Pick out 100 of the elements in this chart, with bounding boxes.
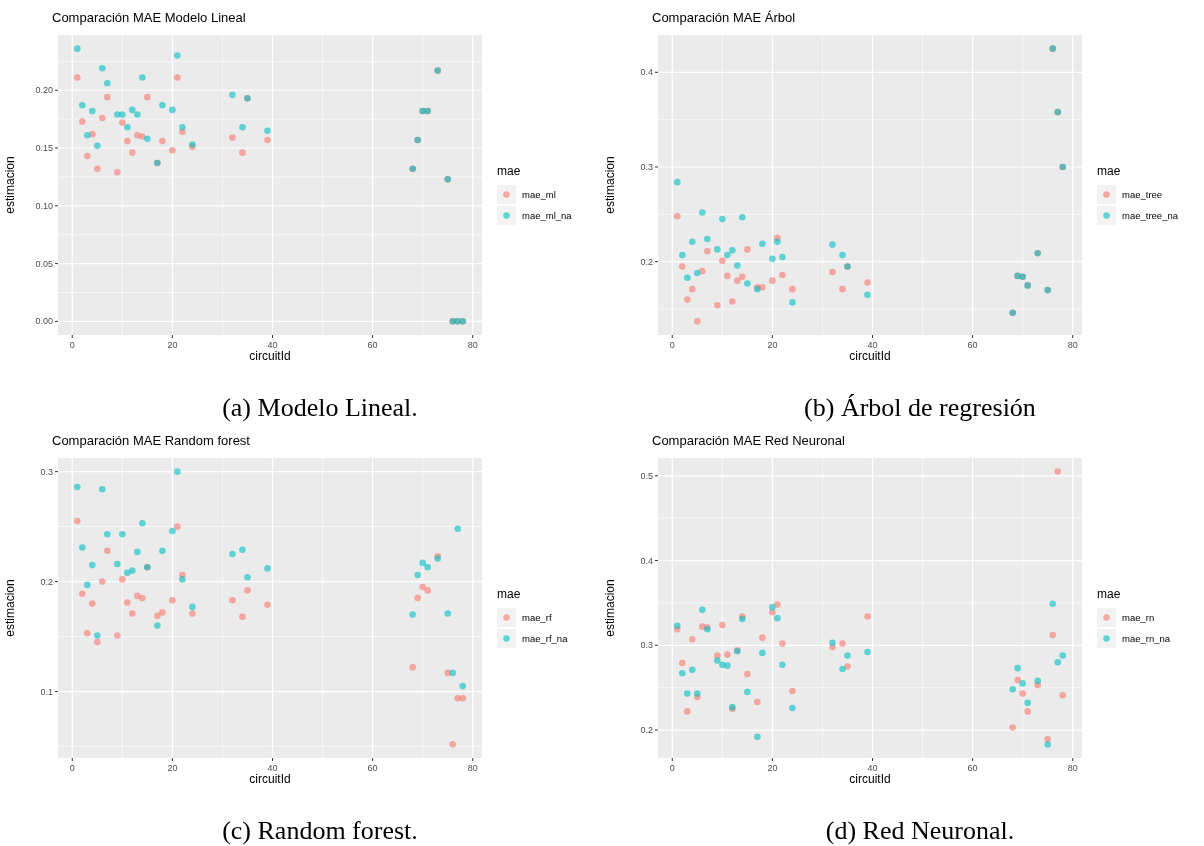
point [419,583,426,591]
point [139,594,146,602]
y-tick-label: 0.5 [640,470,653,481]
point [1014,676,1021,684]
point [724,651,731,658]
point [744,670,751,678]
point [139,520,146,527]
point [73,517,81,525]
point [229,550,236,558]
point [169,147,176,154]
point [1059,691,1067,699]
point [694,690,701,697]
point [759,283,766,291]
point [699,623,706,630]
point [174,468,181,475]
y-tick-label: 0.2 [40,576,53,587]
legend-title: mae [1097,164,1121,178]
x-tick-label: 80 [467,340,478,350]
point [678,251,686,259]
point [1024,708,1031,715]
point [714,301,721,309]
point [724,272,731,280]
legend-label: mae_rn [1122,611,1155,623]
y-tick-label: 0.3 [40,466,53,477]
x-tick-label: 20 [767,763,778,773]
y-tick-label: 0.3 [640,640,653,651]
point [719,621,726,629]
point [739,213,746,221]
y-tick-label: 0.1 [40,686,53,697]
point [239,546,246,554]
point [683,274,691,282]
point [779,253,786,261]
point [104,531,111,538]
point [174,523,181,530]
point [744,246,751,253]
point [119,111,126,118]
point [683,708,691,715]
point [678,669,686,677]
point [159,137,166,145]
point [159,101,166,109]
point [129,106,136,114]
y-tick-label: 0.2 [640,725,653,735]
point [769,255,776,263]
point [719,257,726,265]
point [144,135,151,143]
point [734,277,741,284]
x-axis-title: circuitId [249,772,291,786]
point [229,597,236,604]
x-axis-title: circuitId [849,349,891,363]
point [114,560,121,568]
point [264,127,271,134]
point [774,238,781,246]
point [139,74,146,81]
point [789,285,796,293]
point [119,531,126,538]
point [99,485,106,493]
point [124,569,131,577]
point [73,483,81,491]
x-tick-label: 60 [367,763,378,773]
point [189,610,196,617]
point [83,152,91,160]
point [1014,664,1021,672]
chart-title: Comparación MAE Red Neuronal [652,433,846,448]
point [73,45,81,52]
point [99,64,106,72]
point [719,661,726,669]
y-tick-label: 0.10 [35,200,53,211]
point [459,694,467,702]
x-tick-label: 0 [669,340,675,350]
point [88,600,96,607]
point [94,632,101,639]
point [744,688,751,696]
point [139,133,146,140]
point [78,118,86,125]
point [264,136,271,144]
point [1019,680,1026,687]
point [864,279,871,286]
point [729,247,736,254]
point [789,687,796,695]
point [864,648,871,656]
point [694,269,701,277]
x-tick-label: 0 [69,340,75,350]
point [134,548,141,556]
y-tick-label: 0.3 [640,161,653,172]
legend-label: mae_rf [522,611,552,623]
point [779,271,786,279]
point [409,611,416,618]
point [159,609,166,616]
point [744,280,751,287]
legend-title: mae [497,587,521,601]
point [724,662,731,669]
point [759,634,766,641]
point [1044,736,1052,743]
point [839,285,846,293]
x-tick-label: 0 [69,763,75,773]
point [169,106,176,114]
point [244,573,251,581]
point [159,547,166,555]
point [829,241,836,248]
point [839,251,846,259]
